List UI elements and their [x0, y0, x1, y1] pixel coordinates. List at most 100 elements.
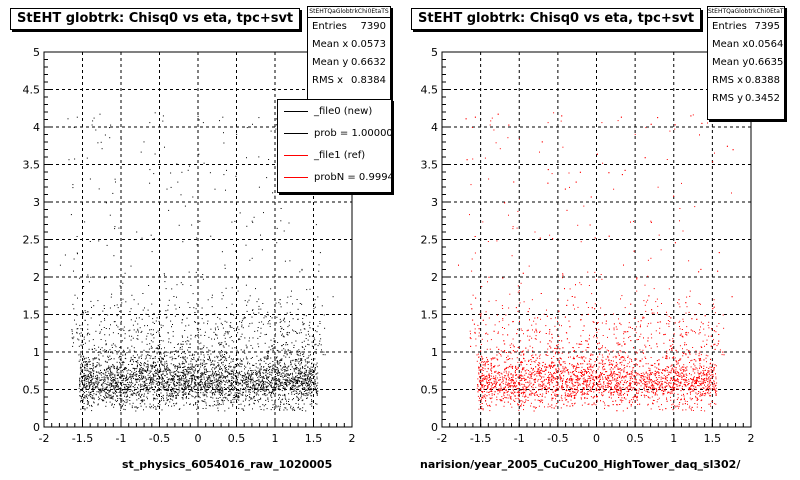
left-data-point — [294, 410, 296, 411]
left-data-point — [64, 254, 66, 256]
left-data-point — [78, 360, 80, 362]
left-data-point — [306, 393, 308, 395]
left-data-point — [167, 369, 169, 371]
left-data-point — [188, 347, 190, 348]
left-data-point — [250, 376, 251, 378]
left-data-point — [187, 387, 189, 389]
left-data-point — [295, 380, 297, 382]
left-data-point — [154, 406, 156, 407]
left-data-point — [107, 377, 109, 379]
left-data-point — [318, 264, 320, 266]
left-data-point — [224, 396, 226, 398]
left-data-point — [237, 372, 239, 374]
left-data-point — [309, 390, 311, 392]
left-data-point — [206, 396, 208, 398]
left-data-point — [307, 394, 309, 396]
left-data-point — [130, 265, 132, 267]
left-data-point — [90, 373, 92, 375]
left-data-point — [214, 372, 216, 374]
left-data-point — [116, 353, 118, 355]
left-data-point — [296, 386, 298, 388]
left-data-point — [138, 375, 139, 377]
left-y-tick-label: 4.5 — [23, 84, 41, 97]
left-data-point — [140, 374, 142, 376]
left-data-point — [248, 396, 250, 398]
left-y-tick-label: 1 — [33, 346, 40, 359]
left-data-point — [189, 369, 191, 370]
left-data-point — [120, 406, 122, 408]
left-data-point — [176, 383, 178, 384]
left-data-point — [223, 132, 224, 134]
left-data-point — [119, 397, 121, 399]
left-data-point — [167, 379, 169, 381]
left-data-point — [128, 335, 130, 337]
left-data-point — [276, 385, 278, 387]
left-data-point — [222, 361, 224, 363]
left-data-point — [255, 384, 257, 386]
left-data-point — [87, 311, 89, 313]
left-data-point — [215, 389, 217, 391]
left-data-point — [310, 387, 312, 389]
left-data-point — [120, 392, 122, 394]
right-data-point — [607, 336, 608, 338]
left-data-point — [104, 334, 106, 336]
right-data-point — [564, 383, 566, 385]
left-data-point — [124, 391, 126, 393]
left-data-point — [263, 366, 265, 368]
left-data-point — [193, 357, 195, 359]
left-data-point — [306, 398, 308, 399]
left-data-point — [293, 389, 295, 391]
left-data-point — [242, 387, 244, 389]
left-data-point — [86, 400, 88, 402]
right-data-point — [495, 142, 497, 144]
left-data-point — [119, 388, 120, 390]
left-data-point — [116, 351, 118, 353]
left-data-point — [315, 224, 317, 226]
left-data-point — [268, 366, 269, 368]
left-data-point — [124, 375, 125, 377]
left-data-point — [161, 357, 163, 359]
left-data-point — [301, 358, 303, 360]
left-data-point — [88, 391, 90, 393]
left-data-point — [145, 357, 147, 359]
left-data-point — [208, 336, 210, 338]
left-data-point — [75, 323, 77, 325]
left-data-point — [253, 386, 255, 388]
left-data-point — [144, 358, 146, 360]
left-data-point — [305, 371, 307, 373]
left-data-point — [248, 404, 250, 406]
left-data-point — [98, 396, 100, 398]
left-data-point — [299, 368, 301, 370]
left-data-point — [170, 390, 172, 391]
left-data-point — [79, 383, 81, 385]
left-data-point — [134, 383, 136, 385]
left-data-point — [201, 318, 203, 320]
left-data-point — [313, 381, 315, 383]
right-data-point — [594, 303, 596, 305]
left-data-point — [155, 407, 157, 409]
left-data-point — [135, 381, 137, 383]
left-data-point — [266, 356, 268, 358]
left-data-point — [251, 372, 253, 374]
left-data-point — [252, 382, 254, 384]
left-data-point — [303, 356, 305, 357]
left-data-point — [245, 381, 247, 383]
left-data-point — [300, 377, 302, 379]
left-data-point — [222, 394, 223, 396]
left-data-point — [93, 384, 95, 386]
left-data-point — [159, 401, 161, 402]
left-data-point — [212, 367, 214, 369]
left-data-point — [129, 403, 131, 405]
left-data-point — [289, 383, 291, 385]
left-data-point — [184, 383, 186, 384]
left-data-point — [113, 406, 115, 408]
left-data-point — [156, 390, 158, 392]
left-data-point — [283, 318, 285, 320]
left-data-point — [136, 368, 138, 370]
left-data-point — [276, 316, 278, 318]
left-data-point — [186, 402, 187, 404]
left-data-point — [118, 372, 120, 374]
left-data-point — [147, 374, 149, 376]
left-data-point — [110, 396, 112, 398]
left-data-point — [258, 321, 260, 323]
